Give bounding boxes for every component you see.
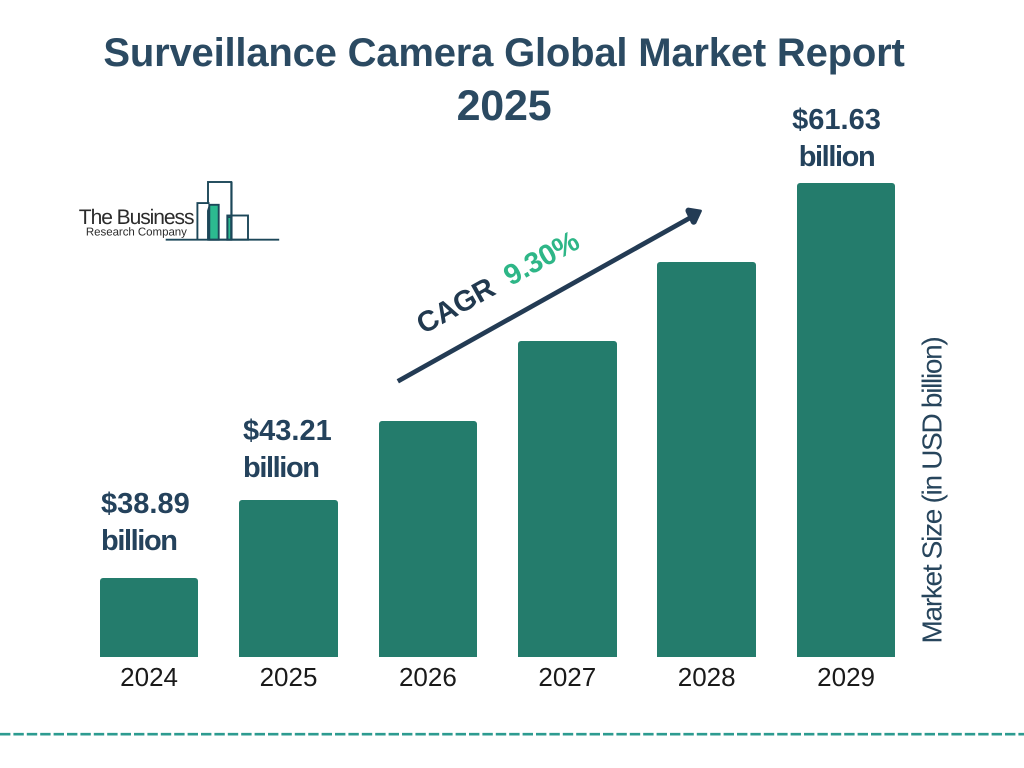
svg-text:The Business: The Business: [79, 206, 195, 229]
svg-text:Research Company: Research Company: [86, 226, 187, 238]
